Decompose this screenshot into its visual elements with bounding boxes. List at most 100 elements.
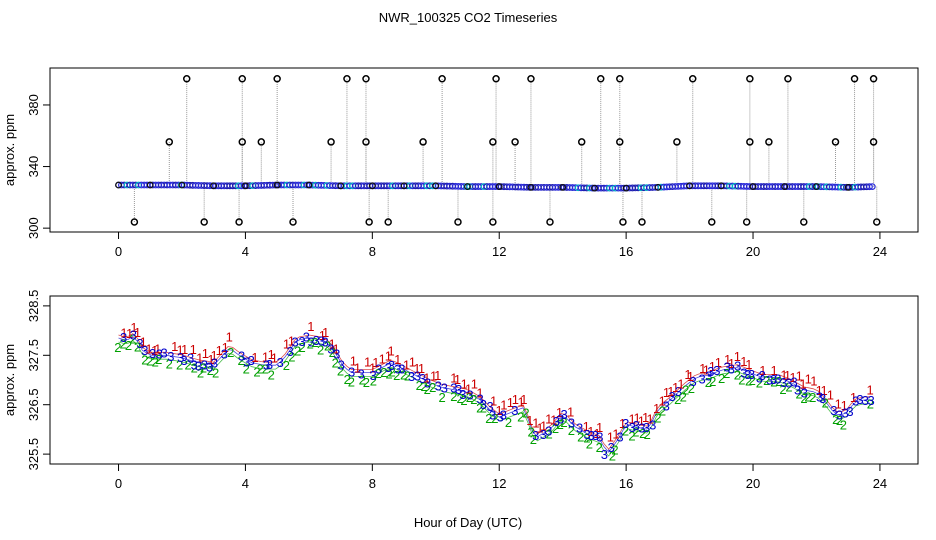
series-2-point: 2 (867, 396, 874, 411)
series-2-point: 2 (718, 371, 725, 386)
series-2-point: 2 (745, 374, 752, 389)
outlier-point (708, 218, 716, 226)
series-3-point: 3 (698, 371, 705, 386)
series-1-point: 1 (151, 343, 158, 358)
series-3-point: 3 (455, 382, 462, 397)
series-1-point: 1 (328, 336, 335, 351)
series-1-point: 1 (403, 357, 410, 372)
series-2-point: 2 (191, 360, 198, 375)
series-1-point: 1 (810, 373, 817, 388)
outlier-point (673, 138, 681, 146)
outlier-point (746, 138, 754, 146)
series-2-point: 2 (166, 356, 173, 371)
data-point (368, 182, 376, 190)
series-1-point: 1 (288, 334, 295, 349)
series-3-point: 3 (553, 414, 560, 429)
series-1-point: 1 (461, 376, 468, 391)
data-point (464, 183, 471, 190)
top-panel-ylabel: approx. ppm (2, 114, 17, 186)
series-1-point: 1 (724, 352, 731, 367)
data-point (654, 183, 662, 191)
series-2-point: 2 (470, 392, 477, 407)
series-3-point: 3 (156, 346, 163, 361)
series-3-point: 3 (734, 359, 741, 374)
series-3-point: 3 (780, 375, 787, 390)
series-1-point: 1 (454, 372, 461, 387)
series-2-point: 2 (386, 366, 393, 381)
series-3-point: 3 (842, 406, 849, 421)
series-1-point: 1 (672, 380, 679, 395)
series-1-point: 1 (699, 361, 706, 376)
series-3-point: 3 (576, 421, 583, 436)
series-1-point: 1 (190, 342, 197, 357)
series-1-point: 1 (587, 424, 594, 439)
series-3-point: 3 (633, 418, 640, 433)
series-1-point: 1 (226, 329, 233, 344)
series-2-point: 2 (491, 411, 498, 426)
series-1-point: 1 (176, 342, 183, 357)
x-tick-label: 0 (115, 244, 122, 259)
series-3-point: 3 (441, 381, 448, 396)
series-1-point: 1 (596, 420, 603, 435)
series-1-point: 1 (740, 354, 747, 369)
series-3-point: 3 (408, 369, 415, 384)
series-2-point: 2 (688, 381, 695, 396)
series-2-point: 2 (311, 335, 318, 350)
series-3-point: 3 (318, 334, 325, 349)
series-1-point: 1 (418, 361, 425, 376)
outlier-point (165, 138, 174, 146)
outlier-point (489, 138, 497, 146)
series-2-point: 2 (763, 373, 770, 388)
series-1-point: 1 (154, 341, 161, 356)
data-point (273, 181, 281, 189)
outlier-point (438, 75, 446, 83)
series-3-point: 3 (487, 399, 494, 414)
outlier-point (742, 218, 751, 226)
series-2-point: 2 (389, 364, 396, 379)
series-3-point: 3 (385, 360, 392, 375)
series-2-point: 2 (552, 421, 559, 436)
outlier-point (238, 138, 247, 146)
series-1-point: 1 (364, 355, 371, 370)
series-2-point: 2 (400, 368, 407, 383)
series-2-point: 2 (583, 431, 590, 446)
series-3-point: 3 (191, 358, 198, 373)
series-3-point: 3 (398, 362, 405, 377)
series-1-point: 1 (388, 344, 395, 359)
series-2-point: 2 (517, 410, 524, 425)
series-2-point: 2 (705, 375, 712, 390)
series-2-point: 2 (785, 379, 792, 394)
series-3-point: 3 (791, 375, 798, 390)
outlier-point (343, 75, 351, 83)
series-1-point: 1 (745, 357, 752, 372)
series-2-point: 2 (429, 380, 436, 395)
data-point (559, 183, 567, 191)
outlier-point (492, 75, 500, 83)
series-2-point: 2 (344, 372, 351, 387)
series-3-point: 3 (358, 367, 365, 382)
data-point (337, 182, 345, 190)
series-1-point: 1 (619, 416, 626, 431)
series-3-point: 3 (592, 428, 599, 443)
series-2-point: 2 (734, 367, 741, 382)
series-2-point: 2 (200, 360, 207, 375)
series-2-point: 2 (375, 366, 382, 381)
data-point (781, 183, 789, 190)
series-2-point: 2 (480, 400, 487, 415)
series-3-point: 3 (221, 346, 228, 361)
series-1-point: 1 (816, 383, 823, 398)
series-1-point: 1 (319, 328, 326, 343)
series-3-point: 3 (723, 360, 730, 375)
series-1-point: 1 (780, 368, 787, 383)
series-3-point: 3 (243, 355, 250, 370)
series-3-point: 3 (211, 356, 218, 371)
series-3-point: 3 (435, 379, 442, 394)
series-2-point: 2 (288, 350, 295, 365)
series-3-point: 3 (248, 353, 255, 368)
series-3-point: 3 (287, 344, 294, 359)
series-3-point: 3 (770, 372, 777, 387)
outlier-point (235, 218, 243, 226)
series-1-point: 1 (202, 346, 209, 361)
series-1-point: 1 (634, 410, 641, 425)
y-tick-label: 300 (26, 217, 41, 239)
